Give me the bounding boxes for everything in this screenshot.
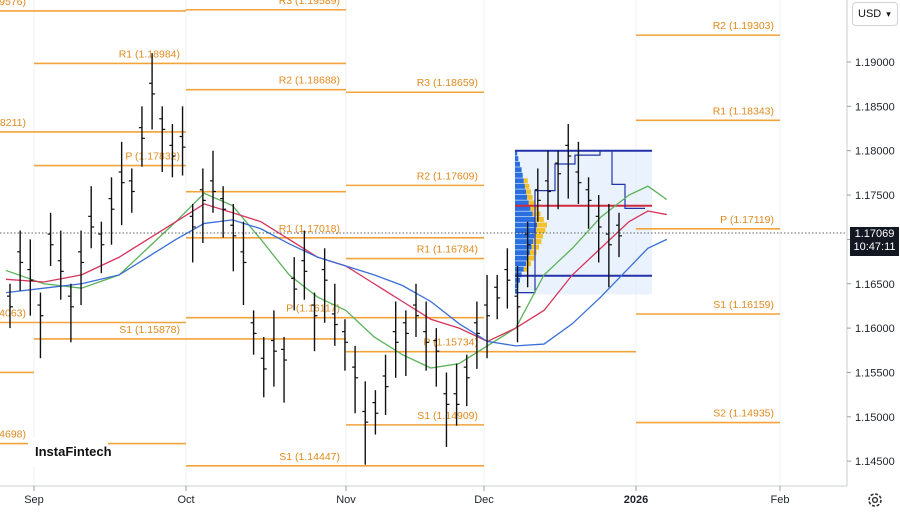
pivot-level-label: R3 (1.19589) <box>279 0 340 7</box>
pivot-level-label: S1 (1.16159) <box>713 299 774 311</box>
profile-bar <box>515 288 518 294</box>
brand-backdrop <box>28 438 108 466</box>
chart-grid <box>33 0 781 486</box>
pivot-level-label: R1 (1.18984) <box>119 48 180 60</box>
price-tick-label: 1.18500 <box>855 101 895 113</box>
profile-bar <box>515 228 536 234</box>
currency-label: USD <box>858 8 882 20</box>
profile-bar-yellow <box>534 233 543 239</box>
profile-bar <box>515 200 529 206</box>
profile-bar <box>515 283 519 289</box>
time-tick-label: Dec <box>474 494 494 506</box>
profile-bar <box>515 261 526 267</box>
pivot-level-label: R2 (1.19303) <box>713 20 774 32</box>
price-bars <box>7 53 622 465</box>
profile-bar-yellow <box>530 205 538 211</box>
time-tick-label: Feb <box>771 494 790 506</box>
pivot-level-label: S1 (1.14909) <box>417 410 478 422</box>
ma-mid-line <box>5 203 667 343</box>
profile-bar <box>515 183 525 189</box>
profile-bar <box>515 172 523 178</box>
profile-bar-yellow <box>526 189 531 195</box>
currency-select[interactable]: USD ▾ <box>852 2 898 26</box>
profile-bar <box>515 178 524 184</box>
pivot-level-label: P (1.17119) <box>720 214 774 226</box>
profile-bar-yellow <box>527 194 533 200</box>
profile-bar-yellow <box>535 228 546 234</box>
brand-logo: InstaFintech <box>35 444 112 459</box>
profile-bar <box>515 189 526 195</box>
pivot-level-label: 9576) <box>0 0 26 8</box>
moving-averages <box>5 185 668 369</box>
pivot-level-label: R1 (1.18343) <box>713 105 774 117</box>
ma-fast-line <box>5 185 668 369</box>
current-price-value: 1.17069 <box>854 228 895 240</box>
pivot-level-label: S1 (1.15878) <box>119 324 180 336</box>
profile-bar-yellow <box>528 200 535 206</box>
price-tick-label: 1.19000 <box>855 57 895 69</box>
profile-bar <box>515 150 518 156</box>
time-tick-label: Oct <box>177 494 194 506</box>
profile-bar-yellow <box>534 217 544 222</box>
pivot-level-label: S1 (1.14447) <box>279 451 340 463</box>
time-tick-label: 2026 <box>624 494 648 506</box>
price-tick-label: 1.15500 <box>855 367 895 379</box>
profile-bar <box>515 222 537 228</box>
profile-bar-yellow <box>526 261 531 267</box>
gear-icon[interactable] <box>866 491 884 509</box>
price-tick-label: 1.16000 <box>855 323 895 335</box>
time-axis: Sep Oct Nov Dec 2026 Feb <box>24 486 789 506</box>
profile-bar <box>515 194 528 200</box>
profile-bar <box>515 233 535 239</box>
pivot-level-label: 4063) <box>0 308 26 320</box>
bar-countdown: 10:47:11 <box>853 241 896 253</box>
price-tick-label: 1.18000 <box>855 146 895 158</box>
pivot-level-label: P (1.17832) <box>125 151 180 163</box>
chevron-down-icon: ▾ <box>886 9 891 19</box>
profile-bar-yellow <box>523 178 528 184</box>
pivot-level-label: R1 (1.16784) <box>417 244 478 256</box>
pivot-level-label: 4698) <box>0 429 26 441</box>
current-price-badge: 1.17069 10:47:11 <box>850 227 899 256</box>
pivot-level-label: P (1.15734) <box>423 337 478 349</box>
time-tick-label: Nov <box>336 494 356 506</box>
profile-bar <box>515 217 535 222</box>
profile-bar <box>515 156 519 162</box>
pivot-level-label: P (1.16117) <box>286 303 340 315</box>
profile-bar <box>515 239 534 245</box>
profile-bar <box>515 255 529 261</box>
pivot-level-label: R2 (1.18688) <box>279 75 340 87</box>
price-tick-label: 1.16500 <box>855 279 895 291</box>
price-tick-label: 1.14500 <box>855 456 895 468</box>
pivot-level-label: S2 (1.14935) <box>713 408 774 420</box>
profile-bar <box>515 161 520 167</box>
profile-bar-yellow <box>537 222 547 228</box>
profile-bar-yellow <box>523 266 528 272</box>
profile-bar-yellow <box>528 255 535 261</box>
price-tick-label: 1.17500 <box>855 190 895 202</box>
profile-bar-yellow <box>529 250 537 256</box>
pivot-level-label: R2 (1.17609) <box>417 170 478 182</box>
profile-bar <box>515 272 522 278</box>
volume-profile <box>515 149 652 295</box>
pivot-level-label: R3 (1.18659) <box>417 77 478 89</box>
profile-bar <box>515 167 522 173</box>
ma-slow-line <box>5 219 668 347</box>
profile-bar-yellow <box>533 239 542 245</box>
profile-bar-yellow <box>524 183 530 189</box>
price-tick-label: 1.15000 <box>855 412 895 424</box>
profile-bar <box>515 244 532 250</box>
profile-bar-yellow <box>532 211 541 217</box>
pivot-level-label: R1 (1.17018) <box>279 223 340 235</box>
pivot-level-label: 8211) <box>0 117 26 129</box>
profile-bar <box>515 211 533 217</box>
time-tick-label: Sep <box>24 494 44 506</box>
profile-bar <box>515 266 524 272</box>
profile-bar <box>515 250 530 256</box>
profile-bar <box>515 205 531 211</box>
